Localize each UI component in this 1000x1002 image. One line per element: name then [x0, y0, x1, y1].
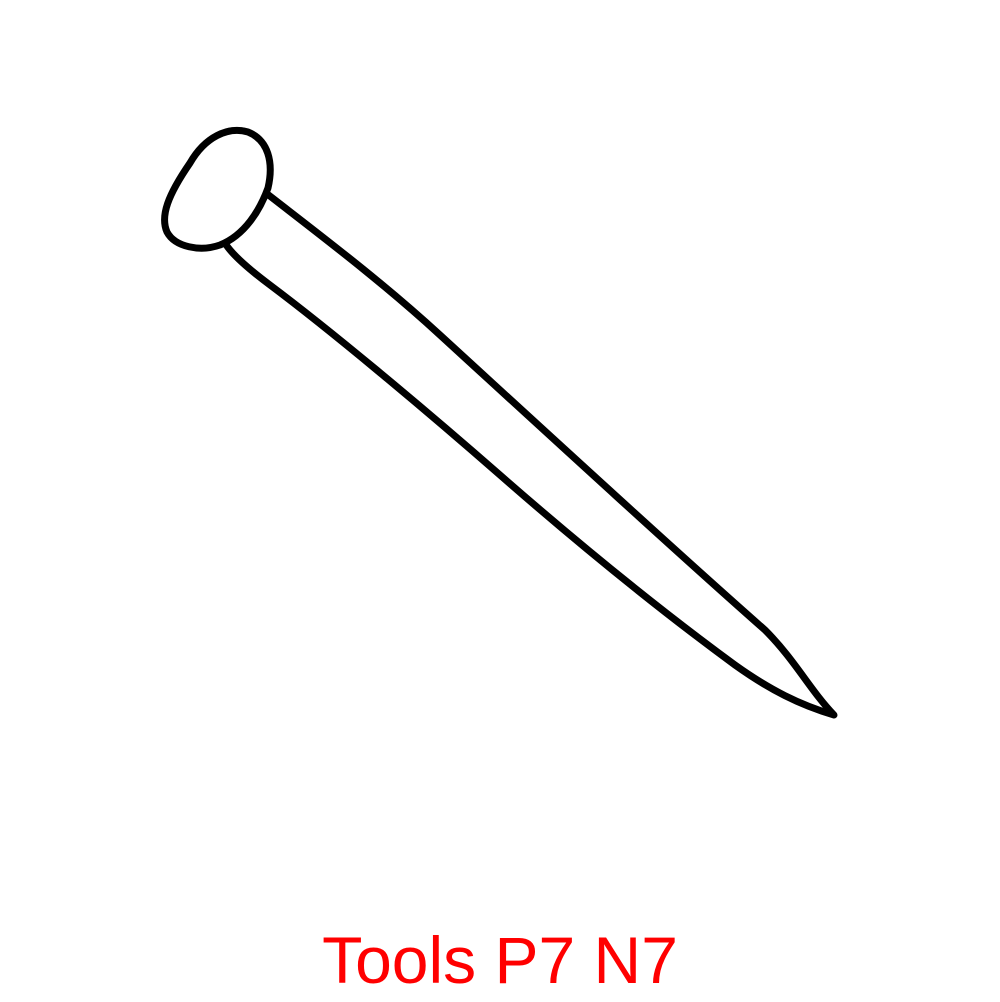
- caption-label: Tools P7 N7: [322, 923, 678, 997]
- nail-shaft: [221, 189, 838, 719]
- nail-head: [161, 126, 274, 252]
